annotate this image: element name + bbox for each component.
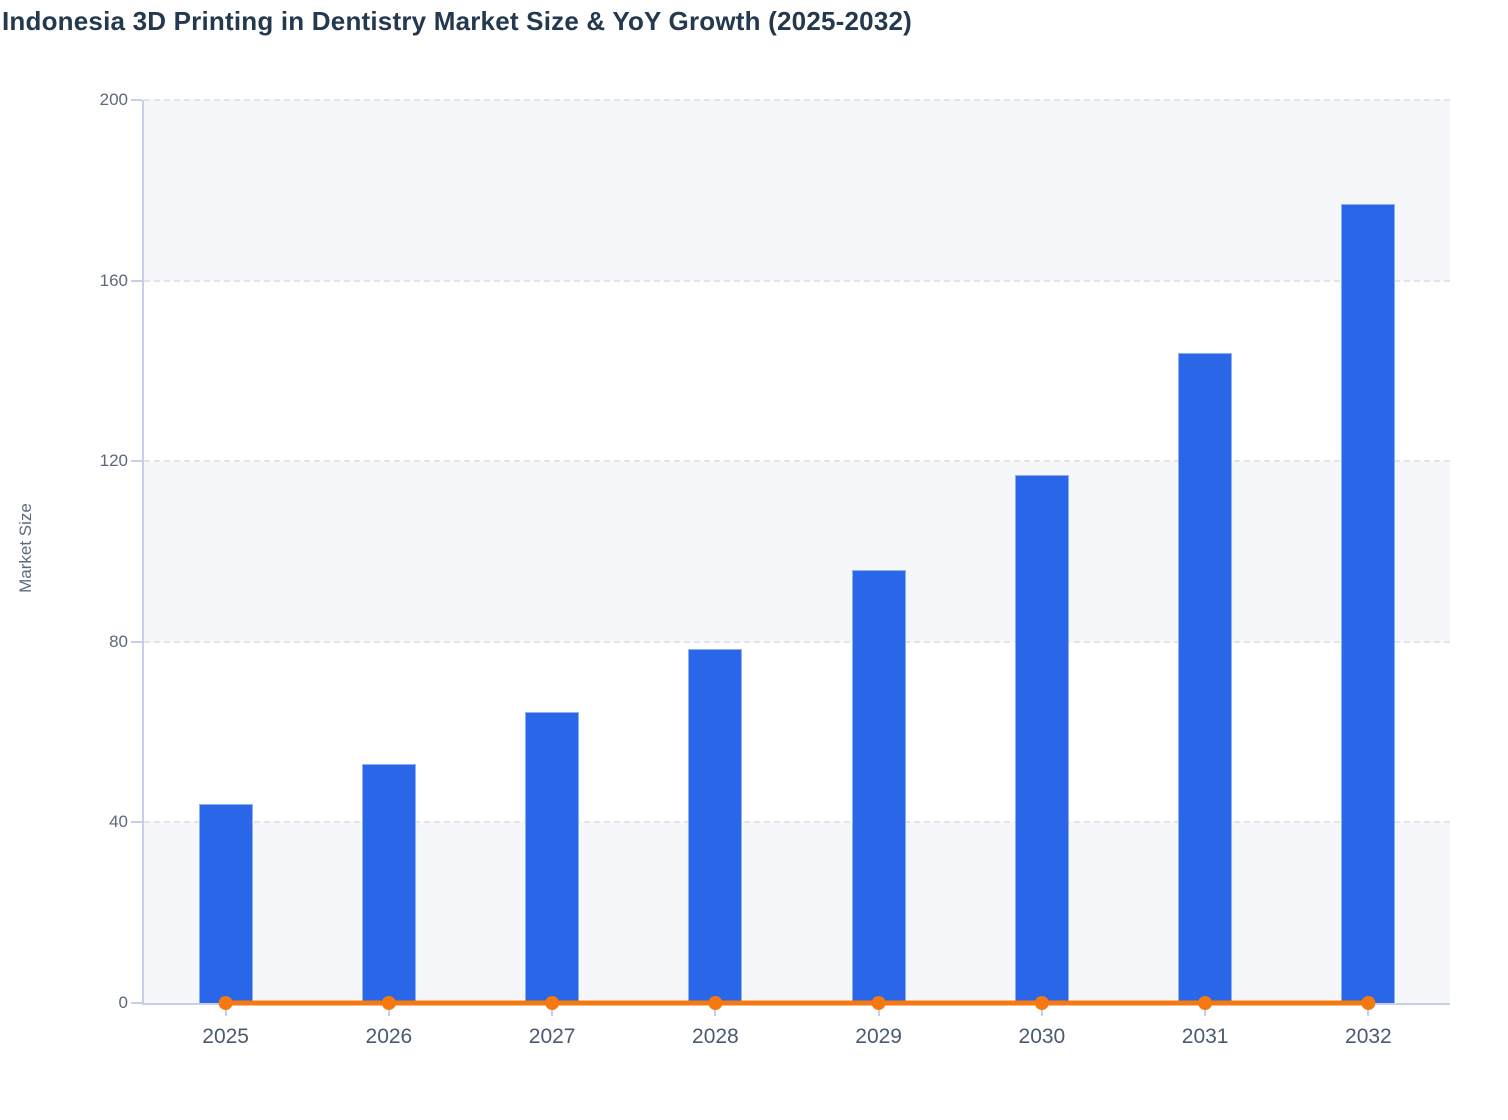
- x-tick-label-2032: 2032: [1345, 1025, 1392, 1048]
- y-axis-line: [142, 100, 144, 1003]
- plot-band: [144, 100, 1450, 281]
- x-tick-label-2030: 2030: [1018, 1025, 1066, 1048]
- y-tick-mark: [131, 279, 142, 282]
- bar-2032: [1341, 203, 1396, 1003]
- x-tick-label-2026: 2026: [365, 1025, 413, 1048]
- bar-2030: [1014, 474, 1069, 1003]
- page-title: Indonesia 3D Printing in Dentistry Marke…: [2, 6, 912, 36]
- x-tick-mark: [1204, 1005, 1207, 1016]
- line-point-2025: [218, 996, 233, 1010]
- bar-2029: [851, 569, 906, 1003]
- gridline-80: [144, 640, 1450, 643]
- bar-2025: [198, 804, 253, 1003]
- y-tick-mark: [131, 99, 142, 101]
- y-tick-label: 120: [99, 451, 128, 471]
- gridline-40: [144, 821, 1450, 824]
- y-tick-label: 80: [109, 631, 128, 651]
- x-tick-label-2028: 2028: [692, 1025, 739, 1048]
- plot-band: [144, 461, 1450, 642]
- gridline-120: [144, 460, 1450, 463]
- gridline-160: [144, 279, 1450, 282]
- x-tick-mark: [714, 1005, 717, 1016]
- y-axis-title: Market Size: [16, 503, 35, 593]
- x-tick-label-2031: 2031: [1181, 1025, 1229, 1048]
- gridline-200: [144, 99, 1450, 101]
- y-tick-label: 160: [99, 270, 128, 290]
- x-tick-label-2027: 2027: [528, 1025, 576, 1048]
- y-tick-label: 0: [118, 993, 128, 1012]
- y-tick-label: 200: [99, 90, 128, 109]
- x-tick-label-2029: 2029: [855, 1025, 902, 1048]
- bar-2027: [525, 711, 580, 1003]
- bar-2031: [1178, 352, 1233, 1003]
- bar-2028: [688, 648, 743, 1003]
- x-tick-mark: [1367, 1005, 1370, 1016]
- line-point-2032: [1361, 996, 1376, 1010]
- y-tick-mark: [131, 460, 142, 463]
- y-tick-label: 40: [109, 812, 128, 832]
- x-tick-mark: [877, 1005, 880, 1016]
- yoy-growth-line-layer: [218, 996, 1376, 1010]
- line-point-2030: [1034, 996, 1049, 1010]
- bar-2026: [361, 763, 416, 1003]
- y-tick-mark: [131, 1002, 142, 1004]
- line-point-2031: [1198, 996, 1213, 1010]
- y-tick-mark: [131, 821, 142, 824]
- x-tick-label-2025: 2025: [202, 1025, 249, 1048]
- chart-plot-area: 0 40 80 120 160 200 2025 2026 2027 2028 2029 2030 20…: [100, 90, 1450, 1048]
- line-point-2029: [871, 996, 886, 1010]
- x-tick-mark: [1040, 1005, 1043, 1016]
- plot-band: [144, 822, 1450, 1003]
- line-point-2026: [381, 996, 396, 1010]
- x-tick-mark: [551, 1005, 554, 1016]
- x-tick-mark: [224, 1005, 227, 1016]
- x-tick-mark: [387, 1005, 390, 1016]
- line-point-2027: [545, 996, 560, 1010]
- line-point-2028: [708, 996, 723, 1010]
- y-tick-mark: [131, 640, 142, 643]
